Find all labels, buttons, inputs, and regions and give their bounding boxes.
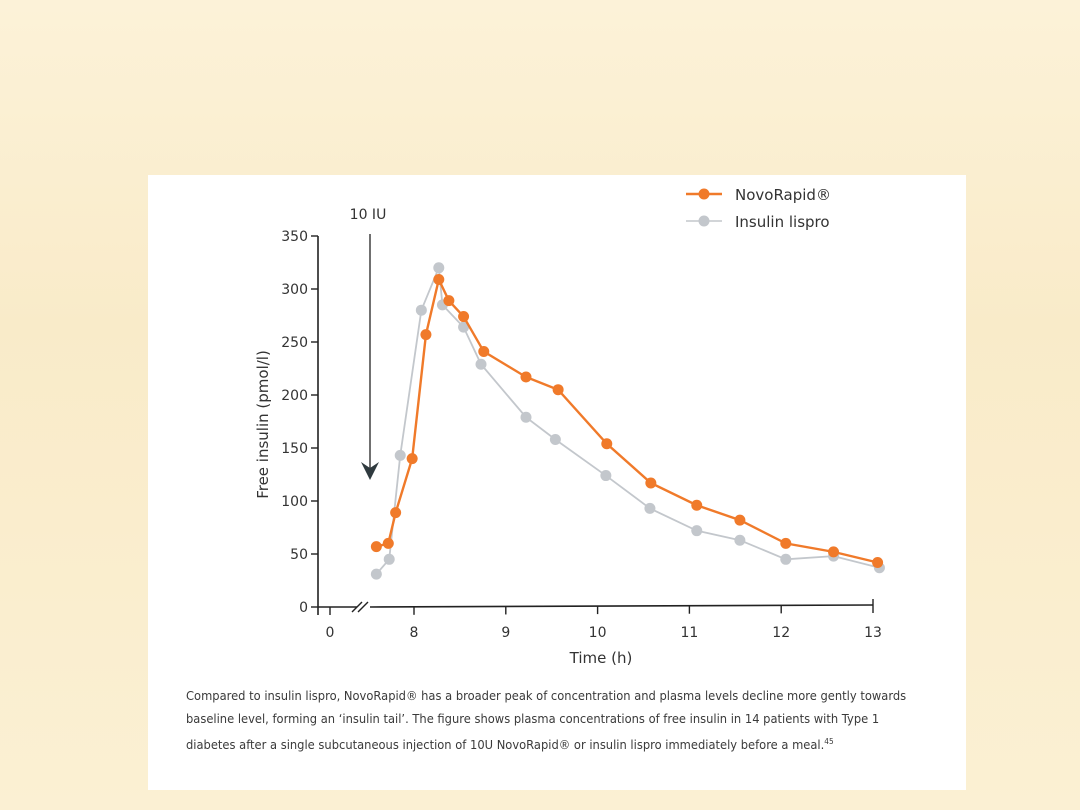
data-point-lispro <box>415 304 427 316</box>
caption-reference: 45 <box>824 737 834 746</box>
data-point-lispro <box>600 470 612 482</box>
caption-line-2: baseline level, forming an ‘insulin tail… <box>186 711 880 726</box>
data-point-novorapid <box>645 477 657 489</box>
axis-break-mark <box>351 601 363 613</box>
y-tick-label: 350 <box>281 229 308 245</box>
y-tick-label: 250 <box>281 335 308 351</box>
data-point-lispro <box>433 262 445 274</box>
data-point-novorapid <box>443 295 455 307</box>
x-tick-label: 13 <box>864 625 882 641</box>
figure-caption: Compared to insulin lispro, NovoRapid® h… <box>186 684 907 756</box>
data-point-novorapid <box>478 346 490 358</box>
data-point-novorapid <box>872 556 884 568</box>
caption-line-1: Compared to insulin lispro, NovoRapid® h… <box>186 688 907 703</box>
injection-arrow-head <box>361 462 379 480</box>
y-tick-label: 0 <box>299 600 308 616</box>
data-point-novorapid <box>458 311 470 323</box>
data-point-lispro <box>644 502 656 514</box>
series-line-lispro <box>375 267 880 575</box>
data-point-novorapid <box>780 537 792 549</box>
legend-marker <box>698 215 710 227</box>
axis-break-mark <box>357 601 369 613</box>
legend-label: Insulin lispro <box>735 213 830 231</box>
x-tick-label: 8 <box>410 625 419 641</box>
y-axis-label: Free insulin (pmol/l) <box>254 350 272 499</box>
x-tick-label: 9 <box>501 625 510 641</box>
data-point-novorapid <box>370 541 382 553</box>
data-point-lispro <box>549 434 561 446</box>
data-point-lispro <box>734 534 746 546</box>
data-point-novorapid <box>420 329 432 341</box>
x-tick-label: 0 <box>326 625 335 641</box>
data-point-novorapid <box>828 546 840 558</box>
data-point-novorapid <box>406 453 418 465</box>
data-point-lispro <box>780 553 792 565</box>
y-tick-label: 100 <box>281 494 308 510</box>
data-point-lispro <box>458 321 470 333</box>
data-point-novorapid <box>382 537 394 549</box>
annotation-label: 10 IU <box>350 207 387 223</box>
y-tick-label: 50 <box>290 547 308 563</box>
legend-marker <box>698 188 710 200</box>
data-point-lispro <box>394 449 406 461</box>
data-point-lispro <box>520 411 532 423</box>
data-point-novorapid <box>520 371 532 383</box>
data-point-lispro <box>383 553 395 565</box>
figure-panel <box>148 175 966 790</box>
data-point-lispro <box>370 568 382 580</box>
data-point-lispro <box>475 358 487 370</box>
data-point-lispro <box>691 525 703 537</box>
x-tick-label: 11 <box>680 625 698 641</box>
caption-line-3-text: diabetes after a single subcutaneous inj… <box>186 737 825 753</box>
y-tick-label: 200 <box>281 388 308 404</box>
caption-line-3: diabetes after a single subcutaneous inj… <box>186 730 894 756</box>
x-axis-label: Time (h) <box>569 649 633 667</box>
series-line-novorapid <box>376 275 878 564</box>
y-tick-label: 300 <box>281 282 308 298</box>
x-tick-label: 12 <box>772 625 790 641</box>
y-tick-label: 150 <box>281 441 308 457</box>
data-point-novorapid <box>734 514 746 526</box>
data-point-novorapid <box>433 273 445 285</box>
data-point-novorapid <box>552 384 564 396</box>
legend-label: NovoRapid® <box>735 186 831 204</box>
data-point-novorapid <box>601 438 613 450</box>
x-tick-label: 10 <box>589 625 607 641</box>
data-point-novorapid <box>390 507 402 519</box>
x-axis-line <box>369 604 874 608</box>
data-point-novorapid <box>691 499 703 511</box>
